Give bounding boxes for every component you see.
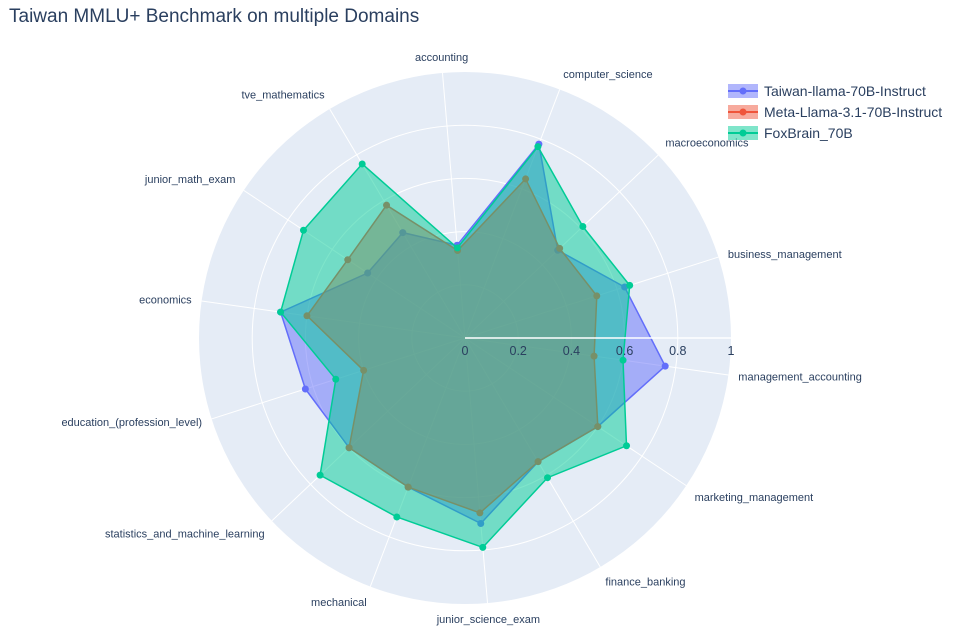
series-2 — [277, 143, 634, 551]
category-label: mechanical — [311, 597, 367, 609]
data-point — [544, 474, 552, 482]
legend-label: FoxBrain_70B — [764, 124, 853, 141]
radial-tick-label: 0.4 — [563, 344, 580, 358]
data-point — [626, 281, 634, 289]
category-label: statistics_and_machine_learning — [105, 529, 265, 541]
category-label: accounting — [415, 52, 468, 64]
data-point — [661, 362, 669, 370]
category-labels: management_accounting business_management… — [61, 52, 861, 626]
data-point — [393, 513, 401, 521]
radial-tick-label: 0.6 — [616, 344, 633, 358]
legend-label: Meta-Llama-3.1-70B-Instruct — [764, 103, 943, 120]
data-point — [358, 160, 366, 168]
radial-tick-label: 0.8 — [669, 344, 686, 358]
radial-ticks: 0 0.2 0.4 0.6 0.8 1 — [462, 337, 735, 358]
data-point — [534, 143, 542, 151]
data-point — [619, 356, 627, 364]
category-label: business_management — [728, 249, 842, 261]
data-point — [479, 543, 487, 551]
data-point — [277, 308, 285, 316]
category-label: junior_science_exam — [436, 614, 540, 626]
data-point — [299, 226, 307, 234]
data-point — [579, 222, 587, 230]
data-point — [332, 375, 340, 383]
series-layer — [277, 140, 669, 551]
category-label: tve_mathematics — [241, 89, 325, 101]
category-label: macroeconomics — [665, 137, 749, 149]
legend-item-taiwan-llama[interactable]: Taiwan-llama-70B-Instruct — [728, 80, 942, 101]
data-point — [301, 385, 309, 393]
radial-tick-label: 0.2 — [510, 344, 527, 358]
radial-tick-label: 0 — [462, 344, 469, 358]
legend: Taiwan-llama-70B-Instruct Meta-Llama-3.1… — [728, 80, 942, 143]
legend-item-foxbrain[interactable]: FoxBrain_70B — [728, 122, 942, 143]
legend-item-meta-llama[interactable]: Meta-Llama-3.1-70B-Instruct — [728, 101, 942, 122]
chart-title: Taiwan MMLU+ Benchmark on multiple Domai… — [9, 6, 420, 27]
data-point — [623, 442, 631, 450]
category-label: economics — [139, 295, 192, 307]
legend-swatch-foxbrain — [728, 125, 758, 140]
category-label: junior_math_exam — [144, 174, 236, 186]
category-label: finance_banking — [605, 577, 685, 589]
category-label: education_(profession_level) — [61, 417, 202, 429]
category-label: computer_science — [563, 69, 652, 81]
category-label: marketing_management — [695, 492, 814, 504]
legend-label: Taiwan-llama-70B-Instruct — [764, 82, 926, 99]
category-label: management_accounting — [738, 371, 862, 383]
data-point — [453, 244, 461, 252]
legend-swatch-meta-llama — [728, 104, 758, 119]
legend-swatch-taiwan-llama — [728, 83, 758, 98]
data-point — [316, 471, 324, 479]
radial-tick-label: 1 — [728, 344, 735, 358]
